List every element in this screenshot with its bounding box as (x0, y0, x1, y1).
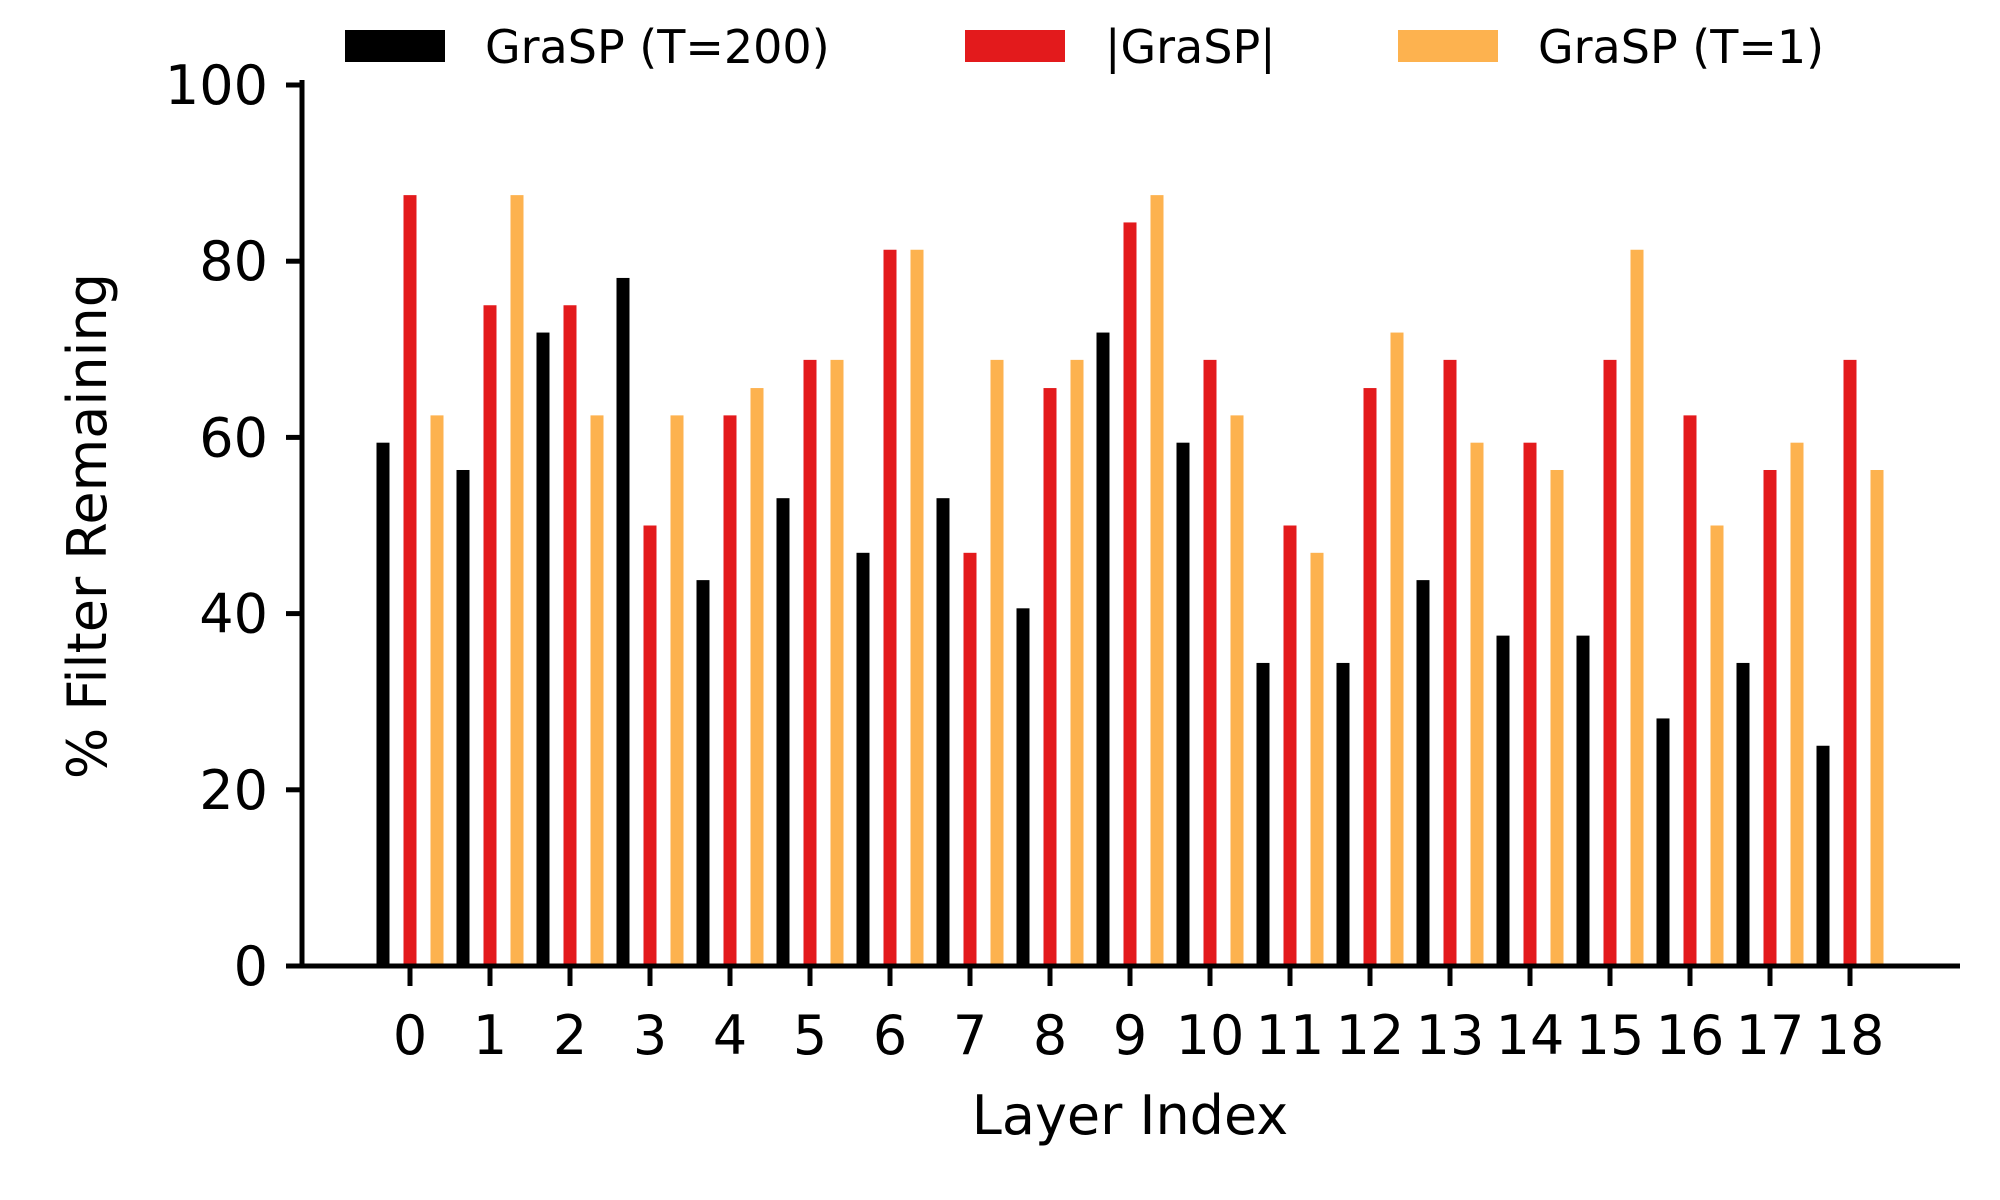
bar-series-2 (1203, 359, 1217, 966)
x-tick-label: 2 (553, 1004, 587, 1067)
bar-series-2 (1043, 388, 1057, 967)
bar-series-3 (1550, 469, 1564, 966)
bar-series-1 (1256, 662, 1270, 966)
bar-series-2 (643, 525, 657, 966)
bar-series-1 (1416, 580, 1430, 966)
x-tick-label: 8 (1033, 1004, 1067, 1067)
x-tick-label: 9 (1113, 1004, 1147, 1067)
x-tick-label: 18 (1816, 1004, 1885, 1067)
bar-series-3 (1150, 195, 1164, 966)
legend: GraSP (T=200) |GraSP| GraSP (T=1) (345, 20, 1824, 75)
bar-series-2 (563, 305, 577, 966)
x-tick-label: 10 (1176, 1004, 1245, 1067)
bar-series-3 (1070, 359, 1084, 966)
x-tick-label: 13 (1416, 1004, 1485, 1067)
legend-label: GraSP (T=200) (485, 20, 830, 74)
y-tick-label: 20 (199, 759, 268, 822)
bar-series-3 (990, 359, 1004, 966)
bar-series-1 (616, 277, 630, 967)
bar-series-1 (1096, 332, 1110, 966)
bar-series-3 (1310, 552, 1324, 966)
bar-series-2 (1843, 359, 1857, 966)
legend-swatch (965, 30, 1065, 62)
y-tick-label: 60 (199, 406, 268, 469)
bar-series-3 (1390, 332, 1404, 966)
bars (376, 195, 1884, 967)
bar-series-1 (696, 580, 710, 966)
y-ticks: 0 20 40 60 80 100 (165, 54, 302, 998)
x-tick-label: 15 (1576, 1004, 1645, 1067)
bar-series-1 (1816, 745, 1830, 966)
bar-series-3 (830, 359, 844, 966)
y-tick-label: 100 (165, 54, 268, 117)
bar-series-1 (1496, 635, 1510, 966)
x-axis-title: Layer Index (972, 1084, 1288, 1147)
bar-series-1 (1016, 608, 1030, 966)
bar-series-2 (1443, 359, 1457, 966)
bar-series-1 (1176, 442, 1190, 966)
y-tick-label: 40 (199, 583, 268, 646)
x-tick-label: 7 (953, 1004, 987, 1067)
bar-series-1 (936, 498, 950, 966)
bar-series-2 (483, 305, 497, 966)
legend-swatch (345, 30, 445, 62)
x-tick-label: 3 (633, 1004, 667, 1067)
bar-series-3 (670, 415, 684, 966)
bar-series-3 (1630, 249, 1644, 966)
x-tick-label: 11 (1256, 1004, 1325, 1067)
bar-series-2 (803, 359, 817, 966)
bar-series-1 (376, 442, 390, 966)
x-ticks: 0 1 2 3 4 5 6 7 8 9 10 11 12 13 14 15 16 17 18 (393, 966, 1885, 1067)
bar-series-1 (776, 498, 790, 966)
y-tick-label: 0 (234, 935, 268, 998)
bar-series-2 (883, 249, 897, 966)
x-tick-label: 6 (873, 1004, 907, 1067)
bar-series-2 (403, 195, 417, 966)
y-axis-title: % Filter Remaining (56, 273, 119, 779)
bar-series-3 (1230, 415, 1244, 966)
bar-series-3 (750, 388, 764, 967)
bar-series-2 (1603, 359, 1617, 966)
bar-series-2 (723, 415, 737, 966)
legend-label: |GraSP| (1105, 20, 1276, 75)
bar-series-1 (1656, 718, 1670, 966)
bar-series-3 (510, 195, 524, 966)
x-tick-label: 5 (793, 1004, 827, 1067)
x-tick-label: 12 (1336, 1004, 1405, 1067)
bar-series-3 (1790, 442, 1804, 966)
bar-series-3 (430, 415, 444, 966)
y-tick-label: 80 (199, 230, 268, 293)
bar-series-2 (1683, 415, 1697, 966)
bar-series-1 (456, 469, 470, 966)
bar-series-2 (1763, 469, 1777, 966)
bar-series-1 (856, 552, 870, 966)
x-tick-label: 14 (1496, 1004, 1565, 1067)
bar-series-3 (1870, 469, 1884, 966)
legend-swatch (1398, 30, 1498, 62)
bar-series-1 (1736, 662, 1750, 966)
x-tick-label: 16 (1656, 1004, 1725, 1067)
bar-series-1 (1576, 635, 1590, 966)
bar-series-1 (1336, 662, 1350, 966)
legend-label: GraSP (T=1) (1538, 20, 1824, 74)
bar-series-2 (963, 552, 977, 966)
bar-series-2 (1283, 525, 1297, 966)
bar-series-3 (590, 415, 604, 966)
bar-series-3 (910, 249, 924, 966)
bar-series-2 (1363, 388, 1377, 967)
bar-series-2 (1523, 442, 1537, 966)
bar-series-3 (1470, 442, 1484, 966)
x-tick-label: 0 (393, 1004, 427, 1067)
bar-series-2 (1123, 222, 1137, 966)
x-tick-label: 4 (713, 1004, 747, 1067)
bar-series-3 (1710, 525, 1724, 966)
x-tick-label: 1 (473, 1004, 507, 1067)
x-tick-label: 17 (1736, 1004, 1805, 1067)
bar-series-1 (536, 332, 550, 966)
